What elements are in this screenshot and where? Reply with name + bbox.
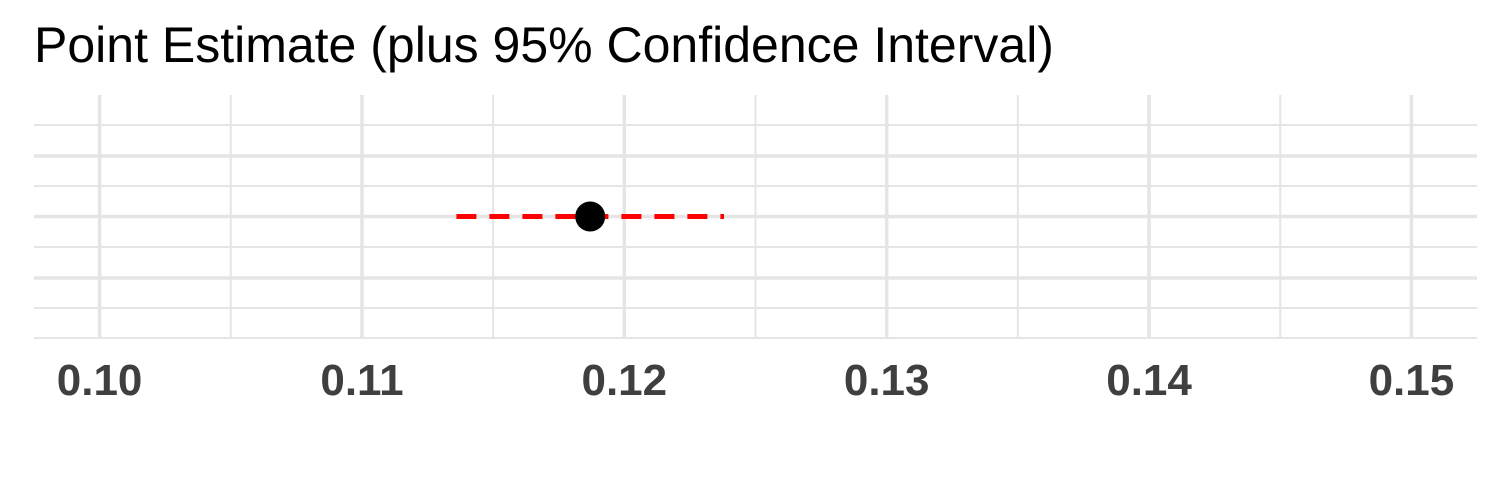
x-axis-tick-labels: 0.10 0.11 0.12 0.13 0.14 0.15 — [57, 356, 1454, 405]
data-marks — [456, 201, 725, 232]
chart-title: Point Estimate (plus 95% Confidence Inte… — [34, 17, 1054, 73]
grid-lines — [34, 95, 1477, 339]
x-tick-label: 0.14 — [1106, 356, 1192, 405]
x-tick-label: 0.12 — [581, 356, 667, 405]
x-tick-label: 0.10 — [57, 356, 143, 405]
point-estimate-marker — [575, 201, 606, 232]
x-tick-label: 0.11 — [320, 356, 403, 405]
x-tick-label: 0.15 — [1369, 356, 1455, 405]
x-tick-label: 0.13 — [844, 356, 930, 405]
